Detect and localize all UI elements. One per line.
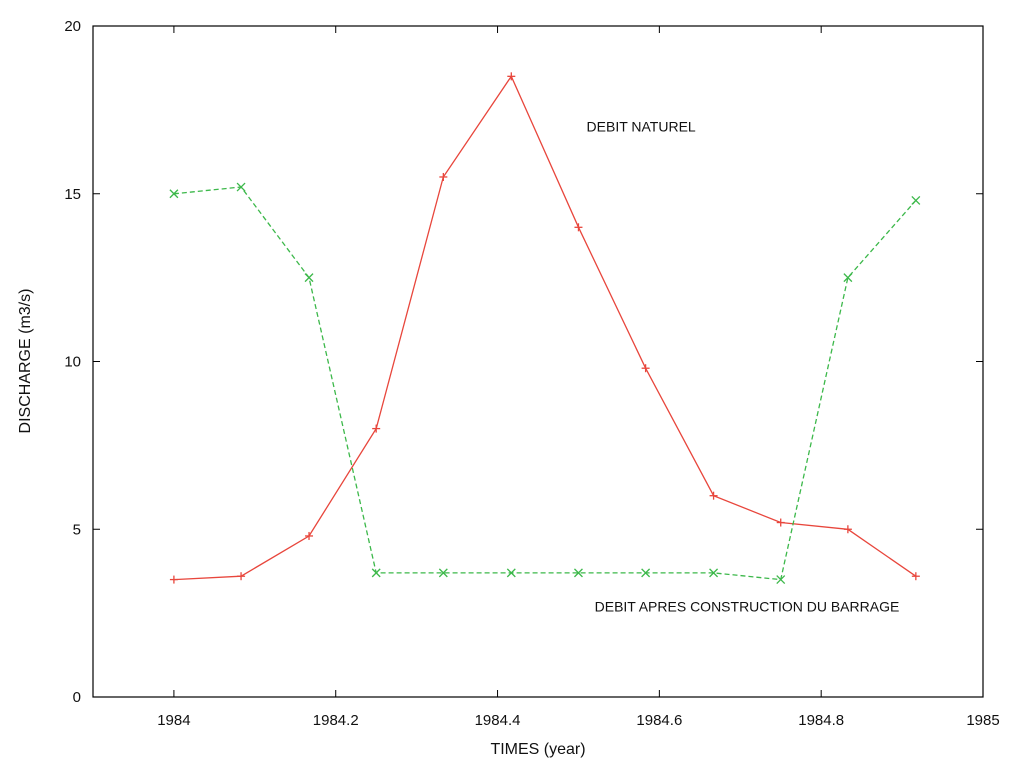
data-point: [911, 572, 920, 581]
data-point: [573, 568, 583, 578]
y-tick-label: 10: [64, 354, 81, 371]
series-2: [169, 182, 921, 585]
data-point: [911, 196, 921, 205]
data-point: [236, 182, 246, 192]
data-point: [709, 568, 719, 578]
data-point: [169, 189, 179, 199]
tick-labels: 1984 1984.2 1984.4 1984.6 1984.8 1985 0 5 10 15 20: [64, 18, 999, 729]
data-point: [371, 568, 381, 578]
y-axis-title: DISCHARGE (m3/s): [17, 289, 34, 434]
y-tick-label: 20: [64, 18, 81, 35]
data-point: [843, 525, 852, 534]
data-point: [506, 568, 516, 578]
x-tick-label: 1984: [157, 712, 190, 729]
series-group: [169, 72, 921, 585]
data-point: [776, 518, 785, 527]
y-tick-label: 0: [73, 689, 81, 706]
plot-frame: [92, 25, 984, 698]
x-tick-label: 1984.2: [313, 712, 359, 729]
x-tick-label: 1984.8: [798, 712, 844, 729]
series-1: [169, 72, 920, 584]
axis-ticks: [93, 25, 984, 698]
data-point: [439, 172, 448, 181]
series-line: [173, 74, 917, 581]
data-point: [776, 575, 786, 585]
annotation-1: DEBIT NATUREL: [587, 119, 696, 135]
annotation-2: DEBIT APRES CONSTRUCTION DU BARRAGE: [595, 598, 900, 614]
data-point: [305, 531, 314, 540]
data-point: [169, 575, 178, 584]
data-point: [641, 568, 651, 578]
series-line: [173, 186, 917, 581]
annotations: DEBIT NATUREL DEBIT APRES CONSTRUCTION DU…: [587, 119, 900, 615]
y-tick-label: 15: [64, 186, 81, 203]
data-point: [574, 223, 583, 232]
x-tick-label: 1984.6: [636, 712, 682, 729]
x-tick-label: 1984.4: [475, 712, 521, 729]
data-point: [237, 572, 246, 581]
y-tick-label: 5: [73, 521, 81, 538]
data-point: [438, 568, 448, 578]
x-tick-label: 1985: [966, 712, 999, 729]
data-point: [709, 491, 718, 500]
data-point: [372, 424, 381, 433]
x-axis-title: TIMES (year): [490, 741, 585, 758]
data-point: [304, 273, 314, 283]
data-point: [507, 72, 516, 81]
data-point: [843, 273, 853, 283]
data-point: [641, 364, 650, 373]
